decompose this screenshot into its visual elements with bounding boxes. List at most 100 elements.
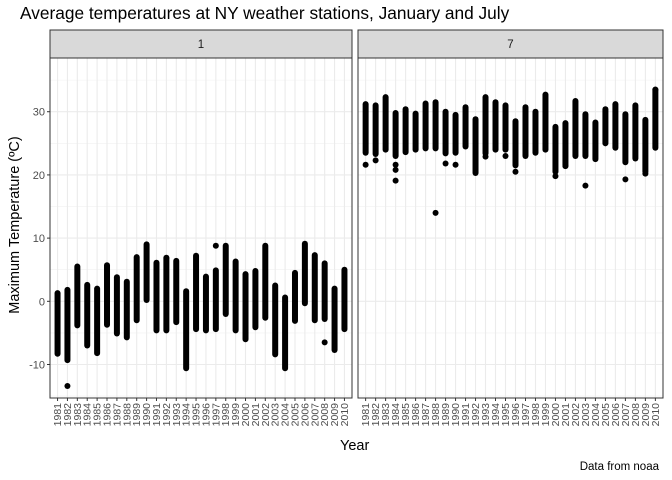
x-tick-label: 1989 [440,403,452,427]
x-tick-label: 1986 [102,403,114,427]
x-tick-label: 2001 [560,403,572,427]
x-tick-label: 2005 [600,403,612,427]
y-tick-label: 0 [39,296,45,308]
x-tick-label: 2010 [650,403,662,427]
data-point [482,153,489,160]
x-tick-label: 2008 [319,403,331,427]
x-tick-label: 1989 [131,403,143,427]
facet-panel-1: 1198119821983198419851986198719881989199… [29,29,353,427]
data-point [432,209,439,216]
data-point [582,182,589,189]
facet-strip-label: 1 [198,39,204,51]
x-tick-label: 1983 [72,403,84,427]
x-tick-label: 2004 [280,403,292,427]
y-tick-label: -10 [29,360,45,372]
x-tick-label: 1993 [480,403,492,427]
x-tick-label: 2008 [630,403,642,427]
x-tick-label: 1999 [540,403,552,427]
x-tick-label: 1995 [500,403,512,427]
x-tick-label: 2002 [570,403,582,427]
data-point [372,157,379,164]
data-point [442,160,449,167]
x-axis-label: Year [340,438,370,454]
x-tick-label: 1988 [430,403,442,427]
x-tick-label: 1982 [62,403,74,427]
data-point [163,254,170,261]
x-tick-label: 1990 [141,403,153,427]
x-tick-label: 1995 [191,403,203,427]
x-tick-label: 2009 [640,403,652,427]
x-tick-label: 2006 [610,403,622,427]
x-tick-label: 1996 [510,403,522,427]
data-point [642,170,649,177]
data-point [212,242,219,249]
y-tick-label: 20 [33,170,45,182]
facet-strip-1 [49,29,353,59]
y-axis-label: Maximum Temperature (ºC) [7,136,23,314]
x-tick-label: 1982 [370,403,382,427]
x-tick-label: 2005 [289,403,301,427]
x-tick-label: 1998 [530,403,542,427]
data-point [392,177,399,184]
x-tick-label: 1994 [181,403,193,427]
data-point [512,168,519,175]
x-tick-label: 1984 [82,403,94,427]
data-point [392,161,399,168]
x-tick-label: 1997 [210,403,222,427]
x-tick-label: 2007 [620,403,632,427]
x-tick-label: 1994 [490,403,502,427]
x-tick-label: 2000 [550,403,562,427]
x-tick-label: 1987 [420,403,432,427]
x-tick-label: 1985 [92,403,104,427]
x-tick-label: 1988 [121,403,133,427]
x-tick-label: 2003 [580,403,592,427]
x-tick-label: 1985 [400,403,412,427]
plot-background [50,58,352,398]
data-point [562,163,569,170]
x-tick-label: 1999 [230,403,242,427]
data-point [622,176,629,183]
data-point [452,161,459,168]
x-tick-label: 1983 [380,403,392,427]
x-tick-label: 1998 [220,403,232,427]
x-tick-label: 1996 [200,403,212,427]
y-tick-label: 30 [33,107,45,119]
x-tick-label: 1992 [161,403,173,427]
x-tick-label: 1984 [390,403,402,427]
data-point [652,86,659,93]
x-tick-label: 2002 [260,403,272,427]
x-tick-label: 2003 [270,403,282,427]
x-tick-label: 2009 [329,403,341,427]
caption: Data from noaa [579,461,659,473]
plot-background [358,58,663,398]
data-point [362,161,369,168]
x-tick-label: 2004 [590,403,602,427]
x-tick-label: 1987 [111,403,123,427]
data-point [321,339,328,346]
x-tick-label: 1981 [360,403,372,427]
x-tick-label: 1991 [460,403,472,427]
x-tick-label: 2006 [299,403,311,427]
data-point [64,382,71,389]
facet-strip-7 [357,29,664,59]
chart-title: Average temperatures at NY weather stati… [20,3,510,23]
x-tick-label: 1992 [470,403,482,427]
x-tick-label: 1993 [171,403,183,427]
x-tick-label: 2007 [309,403,321,427]
panel-border [357,57,664,399]
x-tick-label: 1986 [410,403,422,427]
data-point [552,173,559,180]
y-tick-label: 10 [33,233,45,245]
data-point [502,152,509,159]
x-tick-label: 1990 [450,403,462,427]
facet-strip-label: 7 [507,39,513,51]
x-tick-label: 1991 [151,403,163,427]
x-tick-label: 1997 [520,403,532,427]
x-tick-label: 2000 [240,403,252,427]
facet-panel-7: 7198119821983198419851986198719881989199… [357,29,664,427]
x-tick-label: 2010 [339,403,351,427]
panel-border [49,57,353,399]
x-tick-label: 2001 [250,403,262,427]
